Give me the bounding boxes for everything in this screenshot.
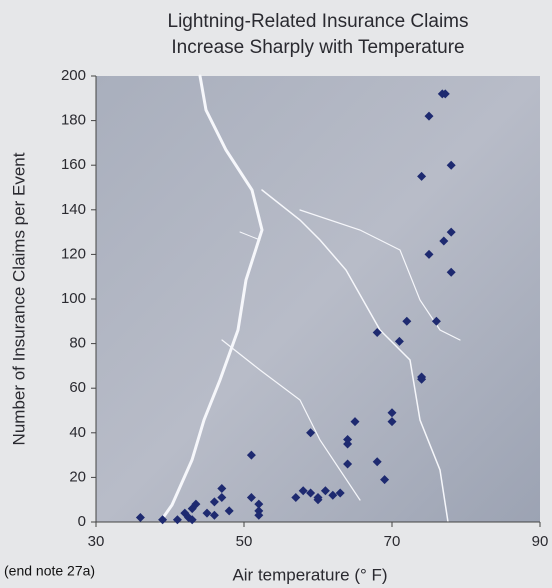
- footnote: (end note 27a): [4, 563, 95, 579]
- point: [320, 486, 330, 496]
- y-tick-label: 140: [61, 201, 86, 218]
- point: [187, 515, 197, 525]
- x-axis-label: Air temperature (° F): [232, 565, 387, 584]
- point: [372, 457, 382, 467]
- point: [417, 171, 427, 181]
- point: [328, 490, 338, 500]
- point: [158, 515, 168, 525]
- point: [335, 488, 345, 498]
- y-tick-label: 180: [61, 112, 86, 129]
- point: [135, 513, 145, 523]
- point: [417, 374, 427, 384]
- y-tick-label: 200: [61, 67, 86, 84]
- point: [254, 510, 264, 520]
- y-tick-label: 100: [61, 290, 86, 307]
- point: [402, 316, 412, 326]
- point: [298, 486, 308, 496]
- point: [446, 160, 456, 170]
- point: [440, 89, 450, 99]
- y-tick-label: 20: [69, 468, 86, 485]
- point: [424, 111, 434, 121]
- point: [217, 492, 227, 502]
- y-tick-label: 60: [69, 379, 86, 396]
- point: [172, 515, 182, 525]
- point: [446, 267, 456, 277]
- point: [202, 508, 212, 518]
- point: [350, 417, 360, 427]
- point: [209, 497, 219, 507]
- chart-title: Increase Sharply with Temperature: [171, 37, 464, 58]
- y-tick-label: 160: [61, 156, 86, 173]
- y-tick-label: 120: [61, 245, 86, 262]
- y-axis-label: Number of Insurance Claims per Event: [9, 152, 28, 445]
- point: [431, 316, 441, 326]
- point: [306, 488, 316, 498]
- x-tick-label: 70: [384, 533, 401, 550]
- plot-area: [96, 76, 540, 522]
- point: [387, 417, 397, 427]
- point: [394, 336, 404, 346]
- point: [291, 492, 301, 502]
- point: [254, 499, 264, 509]
- y-tick-label: 40: [69, 424, 86, 441]
- point: [224, 506, 234, 516]
- point: [387, 408, 397, 418]
- point: [246, 492, 256, 502]
- point: [217, 484, 227, 494]
- point: [439, 236, 449, 246]
- x-tick-label: 90: [532, 533, 549, 550]
- point: [313, 495, 323, 505]
- point: [191, 499, 201, 509]
- point: [306, 428, 316, 438]
- point: [380, 475, 390, 485]
- point: [343, 459, 353, 469]
- x-tick-label: 30: [88, 533, 105, 550]
- point: [343, 439, 353, 449]
- y-tick-label: 0: [78, 513, 86, 530]
- point: [209, 510, 219, 520]
- x-tick-label: 50: [236, 533, 253, 550]
- point: [446, 227, 456, 237]
- chart-title: Lightning-Related Insurance Claims: [168, 11, 469, 32]
- point: [372, 327, 382, 337]
- point: [246, 450, 256, 460]
- lightning-decor: [158, 74, 461, 524]
- point: [424, 249, 434, 259]
- y-tick-label: 80: [69, 335, 86, 352]
